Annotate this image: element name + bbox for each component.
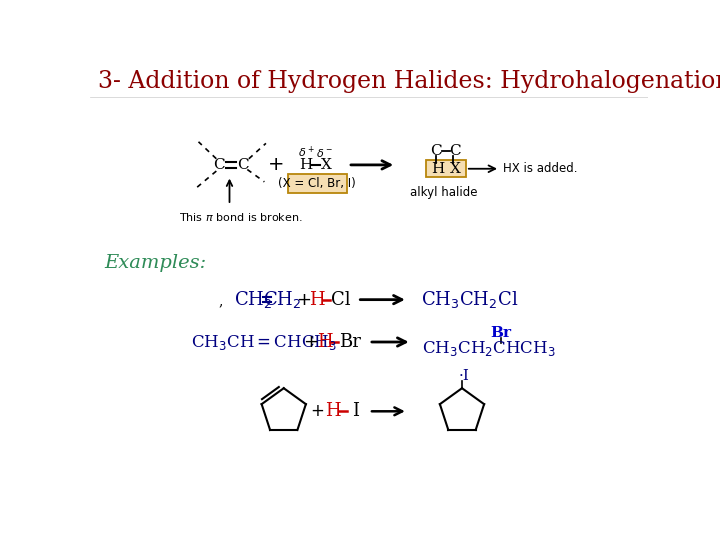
Text: H: H bbox=[300, 158, 313, 172]
Text: X: X bbox=[321, 158, 332, 172]
Text: This $\pi$ bond is broken.: This $\pi$ bond is broken. bbox=[179, 211, 302, 223]
Text: 3- Addition of Hydrogen Halides: Hydrohalogenation: 3- Addition of Hydrogen Halides: Hydroha… bbox=[98, 70, 720, 93]
Text: H: H bbox=[325, 402, 341, 420]
Text: CH$_2$: CH$_2$ bbox=[263, 289, 302, 310]
Bar bbox=[287, 174, 346, 193]
Text: +: + bbox=[296, 291, 310, 309]
Text: +: + bbox=[303, 333, 318, 351]
Text: CH$_3$CH$_2$CHCH$_3$: CH$_3$CH$_2$CHCH$_3$ bbox=[422, 339, 556, 357]
Text: CH$_3$CH$=$CHCH$_3$: CH$_3$CH$=$CHCH$_3$ bbox=[192, 333, 338, 352]
Text: Br: Br bbox=[338, 333, 361, 351]
Text: C: C bbox=[237, 158, 248, 172]
Text: +: + bbox=[268, 156, 284, 174]
Text: H: H bbox=[317, 333, 333, 351]
Text: C: C bbox=[449, 144, 461, 158]
Text: HX is added.: HX is added. bbox=[503, 162, 577, 176]
Text: H: H bbox=[310, 291, 325, 309]
Text: C: C bbox=[431, 144, 442, 158]
Bar bbox=[426, 160, 466, 177]
Text: Cl: Cl bbox=[330, 291, 350, 309]
Text: +: + bbox=[310, 402, 324, 420]
Text: $\delta^-$: $\delta^-$ bbox=[317, 146, 333, 159]
Text: X: X bbox=[449, 162, 461, 176]
Text: alkyl halide: alkyl halide bbox=[410, 186, 478, 199]
Text: ,: , bbox=[218, 294, 222, 308]
Text: C: C bbox=[214, 158, 225, 172]
Text: (X = Cl, Br, I): (X = Cl, Br, I) bbox=[278, 177, 356, 190]
Text: CH$_3$CH$_2$Cl: CH$_3$CH$_2$Cl bbox=[421, 289, 518, 310]
Text: Br: Br bbox=[490, 326, 511, 340]
Text: H: H bbox=[431, 162, 445, 176]
Text: $\delta^+$: $\delta^+$ bbox=[298, 145, 315, 160]
Text: I: I bbox=[351, 402, 359, 420]
Text: CH$_2$: CH$_2$ bbox=[233, 289, 272, 310]
Text: ·I: ·I bbox=[459, 369, 469, 383]
Text: Examples:: Examples: bbox=[104, 254, 206, 273]
